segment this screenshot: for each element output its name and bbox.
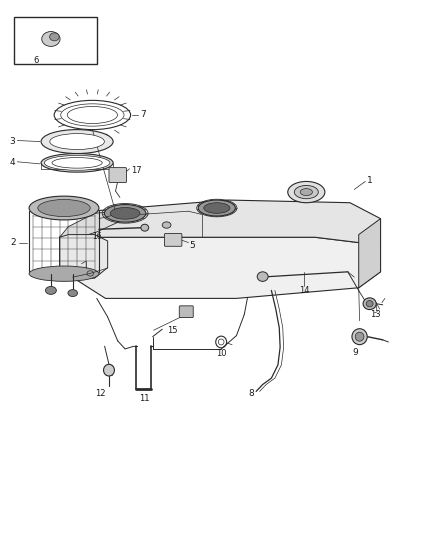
Polygon shape	[359, 219, 381, 288]
Ellipse shape	[29, 196, 99, 220]
Ellipse shape	[355, 332, 364, 341]
Text: 15: 15	[166, 326, 177, 335]
Text: 2: 2	[11, 238, 16, 247]
FancyBboxPatch shape	[179, 306, 193, 318]
Text: 6: 6	[33, 56, 39, 64]
Ellipse shape	[162, 222, 171, 228]
Ellipse shape	[50, 134, 104, 150]
Text: 17: 17	[131, 166, 141, 175]
Polygon shape	[60, 200, 381, 245]
Text: 7: 7	[141, 110, 146, 119]
Ellipse shape	[46, 286, 57, 294]
Ellipse shape	[29, 266, 99, 281]
Ellipse shape	[300, 189, 312, 196]
Polygon shape	[60, 237, 381, 298]
Ellipse shape	[141, 224, 149, 231]
Text: 14: 14	[299, 286, 309, 295]
Text: 1: 1	[367, 176, 372, 185]
Ellipse shape	[68, 289, 78, 296]
Bar	[14, 17, 97, 64]
Ellipse shape	[41, 130, 113, 154]
Ellipse shape	[61, 104, 124, 126]
Ellipse shape	[352, 329, 367, 345]
Ellipse shape	[294, 185, 318, 199]
Ellipse shape	[103, 365, 114, 376]
Ellipse shape	[288, 181, 325, 203]
Text: 11: 11	[139, 394, 149, 403]
Ellipse shape	[42, 31, 60, 46]
Text: 16: 16	[92, 232, 102, 241]
Polygon shape	[60, 235, 108, 278]
Ellipse shape	[38, 199, 90, 216]
Text: 3: 3	[10, 137, 15, 146]
Ellipse shape	[198, 200, 235, 216]
Text: 8: 8	[249, 389, 254, 398]
Text: 9: 9	[352, 348, 358, 357]
Ellipse shape	[110, 207, 140, 219]
Ellipse shape	[257, 272, 268, 281]
Ellipse shape	[366, 301, 373, 307]
Text: 12: 12	[95, 389, 106, 398]
Ellipse shape	[49, 33, 59, 41]
Text: 5: 5	[189, 241, 195, 250]
Ellipse shape	[363, 298, 376, 310]
Text: 10: 10	[216, 349, 226, 358]
Polygon shape	[60, 211, 132, 237]
Text: 13: 13	[370, 310, 381, 319]
Ellipse shape	[44, 156, 110, 170]
Text: 4: 4	[10, 158, 15, 167]
Ellipse shape	[204, 203, 230, 213]
Ellipse shape	[41, 154, 113, 172]
FancyBboxPatch shape	[109, 167, 127, 182]
FancyBboxPatch shape	[164, 233, 182, 246]
Ellipse shape	[104, 205, 146, 222]
